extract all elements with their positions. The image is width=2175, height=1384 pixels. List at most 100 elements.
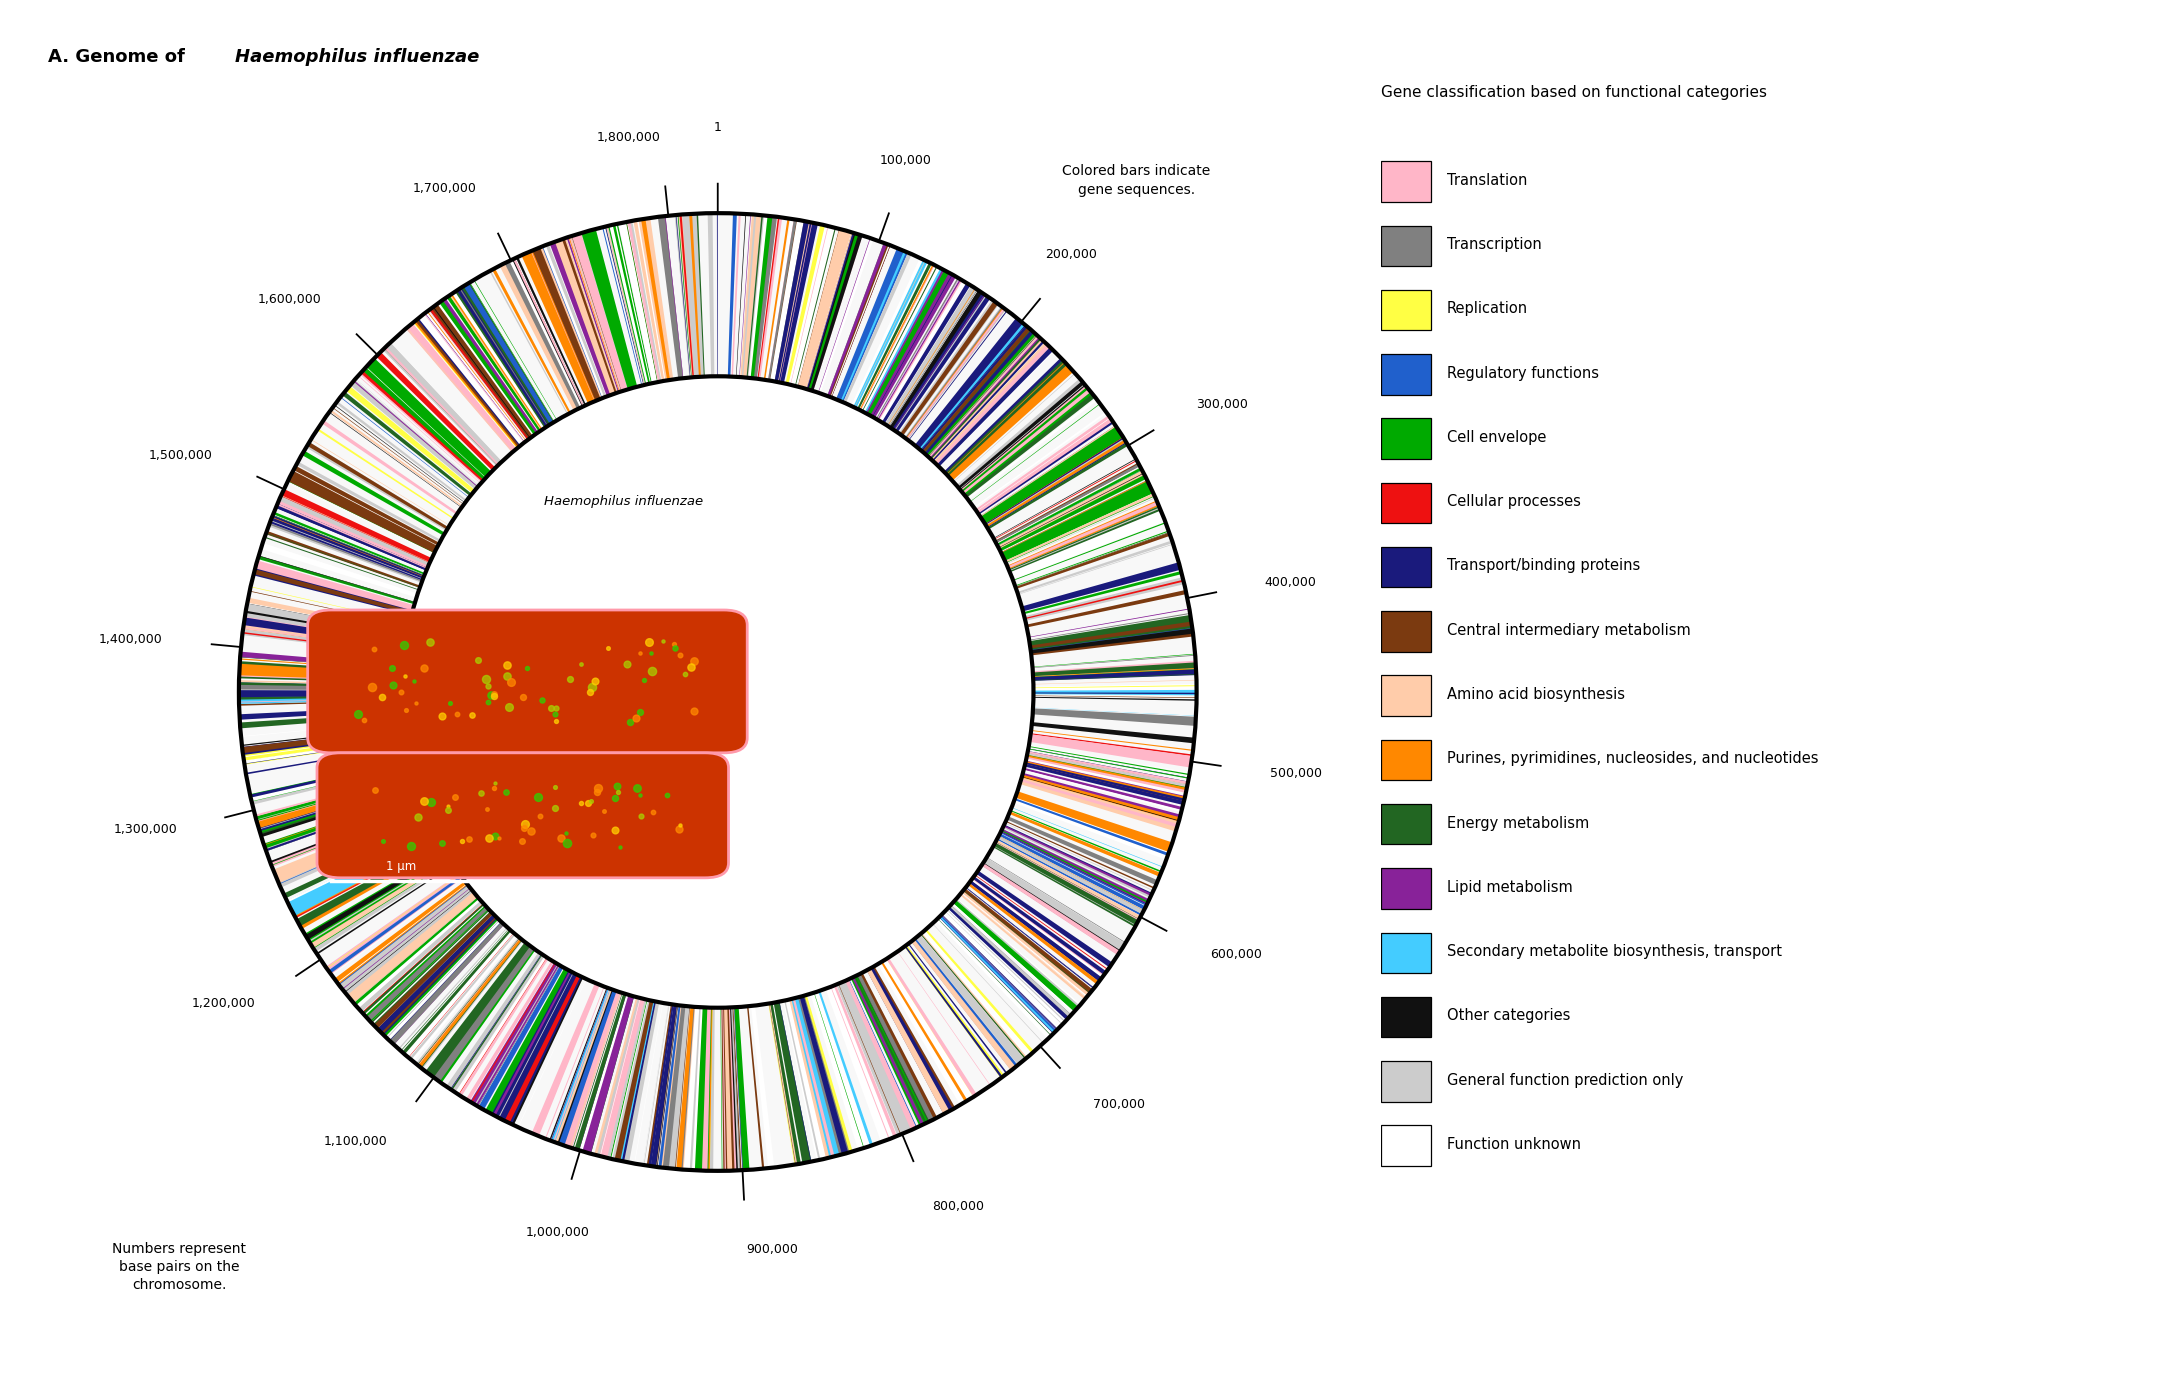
Wedge shape xyxy=(907,944,1007,1074)
Wedge shape xyxy=(807,233,863,392)
Wedge shape xyxy=(659,1005,681,1168)
Wedge shape xyxy=(1027,754,1188,789)
Wedge shape xyxy=(994,462,1140,543)
Wedge shape xyxy=(837,980,916,1135)
Text: 400,000: 400,000 xyxy=(1264,576,1316,590)
Wedge shape xyxy=(450,954,542,1091)
Wedge shape xyxy=(244,614,407,648)
Wedge shape xyxy=(626,221,659,382)
Wedge shape xyxy=(261,544,418,598)
Wedge shape xyxy=(426,311,526,441)
Wedge shape xyxy=(331,410,463,507)
Wedge shape xyxy=(535,984,598,1136)
Wedge shape xyxy=(552,988,611,1143)
Wedge shape xyxy=(274,810,428,883)
Wedge shape xyxy=(265,794,420,851)
Wedge shape xyxy=(248,598,409,632)
Wedge shape xyxy=(733,1008,744,1171)
Wedge shape xyxy=(770,220,798,381)
Wedge shape xyxy=(929,335,1037,457)
Wedge shape xyxy=(629,221,659,382)
Wedge shape xyxy=(1000,832,1146,905)
Wedge shape xyxy=(787,998,840,1158)
Wedge shape xyxy=(311,858,450,948)
Wedge shape xyxy=(322,421,459,515)
Wedge shape xyxy=(953,374,1074,482)
Wedge shape xyxy=(981,859,1124,955)
Wedge shape xyxy=(1033,670,1196,678)
Wedge shape xyxy=(626,221,659,382)
Wedge shape xyxy=(1000,830,1148,902)
Wedge shape xyxy=(974,415,1114,513)
Wedge shape xyxy=(350,379,478,490)
Wedge shape xyxy=(859,264,937,411)
Wedge shape xyxy=(579,994,629,1151)
Text: 1,300,000: 1,300,000 xyxy=(113,823,176,836)
Wedge shape xyxy=(374,911,494,1028)
Wedge shape xyxy=(689,1008,700,1169)
Wedge shape xyxy=(985,439,1127,529)
Wedge shape xyxy=(335,882,468,984)
Wedge shape xyxy=(583,228,637,389)
Wedge shape xyxy=(1031,731,1194,752)
Wedge shape xyxy=(550,239,613,396)
Wedge shape xyxy=(1018,540,1172,595)
FancyBboxPatch shape xyxy=(1381,675,1431,716)
Wedge shape xyxy=(239,707,402,720)
Wedge shape xyxy=(985,437,1124,526)
Wedge shape xyxy=(433,945,535,1084)
Wedge shape xyxy=(998,836,1144,915)
Wedge shape xyxy=(1027,752,1188,785)
Wedge shape xyxy=(924,329,1031,454)
FancyBboxPatch shape xyxy=(1381,804,1431,844)
Wedge shape xyxy=(885,285,979,428)
Wedge shape xyxy=(439,299,537,435)
Wedge shape xyxy=(407,320,520,451)
Wedge shape xyxy=(241,728,405,756)
Wedge shape xyxy=(798,228,840,386)
Wedge shape xyxy=(635,1003,663,1164)
Text: 1,600,000: 1,600,000 xyxy=(257,293,322,306)
Wedge shape xyxy=(959,383,1085,490)
Wedge shape xyxy=(759,217,783,379)
FancyBboxPatch shape xyxy=(1381,547,1431,587)
Wedge shape xyxy=(970,876,1107,981)
Wedge shape xyxy=(929,335,1040,458)
Wedge shape xyxy=(1033,707,1196,725)
Wedge shape xyxy=(987,443,1129,530)
Wedge shape xyxy=(246,746,407,775)
Wedge shape xyxy=(339,884,472,991)
Wedge shape xyxy=(531,983,600,1136)
Wedge shape xyxy=(931,339,1044,461)
Text: Haemophilus influenzae: Haemophilus influenzae xyxy=(235,48,478,66)
Wedge shape xyxy=(287,466,439,554)
Text: 300,000: 300,000 xyxy=(1196,399,1248,411)
Wedge shape xyxy=(500,262,581,411)
Wedge shape xyxy=(287,480,435,554)
Wedge shape xyxy=(607,223,655,385)
Wedge shape xyxy=(307,441,448,531)
Wedge shape xyxy=(803,231,850,389)
Wedge shape xyxy=(861,264,935,411)
Wedge shape xyxy=(270,523,422,581)
Wedge shape xyxy=(644,1003,670,1165)
Wedge shape xyxy=(1024,761,1185,801)
Wedge shape xyxy=(996,464,1140,543)
Wedge shape xyxy=(909,310,1007,440)
Wedge shape xyxy=(1033,653,1194,667)
Wedge shape xyxy=(424,313,524,443)
Wedge shape xyxy=(900,300,998,436)
Wedge shape xyxy=(785,999,829,1160)
Wedge shape xyxy=(826,985,894,1142)
Wedge shape xyxy=(657,1005,689,1169)
Wedge shape xyxy=(992,841,1140,927)
Wedge shape xyxy=(940,915,1057,1032)
Wedge shape xyxy=(600,998,644,1158)
Wedge shape xyxy=(1024,768,1183,810)
Wedge shape xyxy=(964,890,1090,994)
Wedge shape xyxy=(572,992,622,1149)
Wedge shape xyxy=(735,215,746,376)
Wedge shape xyxy=(944,358,1064,473)
Wedge shape xyxy=(783,999,826,1161)
Wedge shape xyxy=(770,1003,800,1164)
